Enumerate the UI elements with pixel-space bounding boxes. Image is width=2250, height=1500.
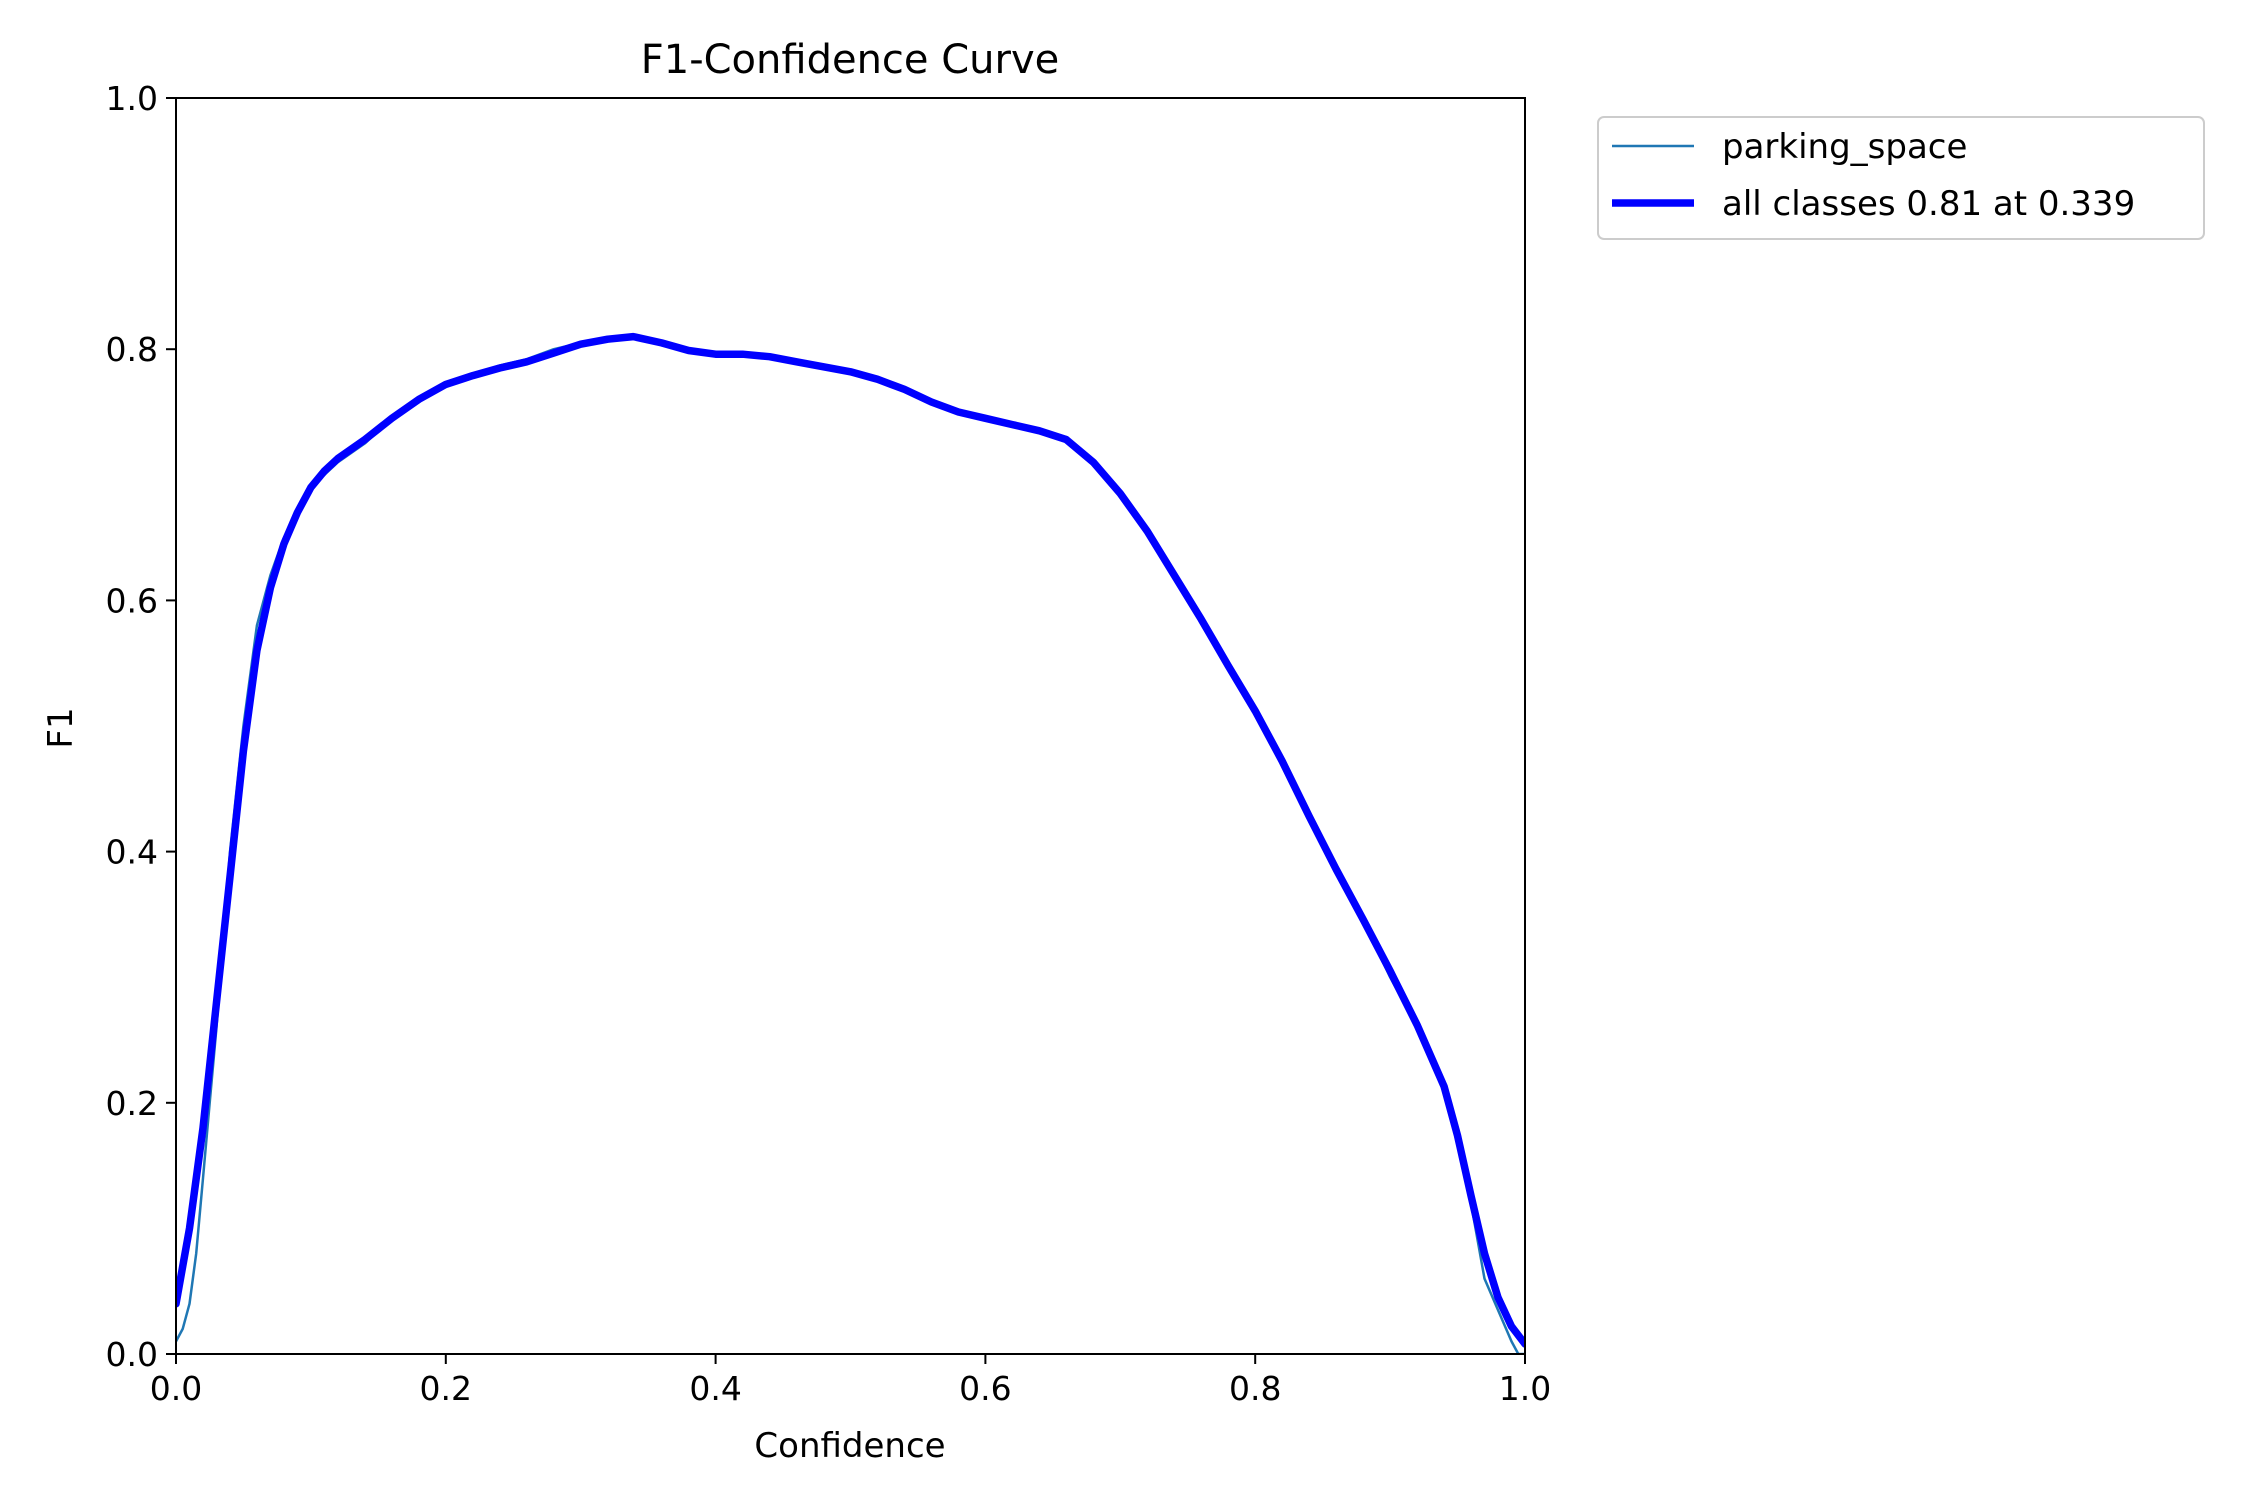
x-tick-label: 0.2 (420, 1369, 472, 1408)
chart-title: F1-Confidence Curve (641, 37, 1060, 83)
y-tick-label: 0.8 (106, 330, 158, 369)
x-tick-label: 0.0 (150, 1369, 202, 1408)
y-tick-label: 0.2 (106, 1084, 158, 1123)
legend-label-1: all classes 0.81 at 0.339 (1722, 184, 2135, 224)
x-tick-label: 1.0 (1499, 1369, 1551, 1408)
y-tick-label: 0.0 (106, 1335, 158, 1374)
series-line-1 (176, 332, 1525, 1348)
plot-frame (175, 97, 1526, 1355)
y-axis-label: F1 (41, 707, 81, 748)
x-tick-label: 0.6 (959, 1369, 1011, 1408)
plot-area (175, 97, 1526, 1355)
legend-box (1597, 116, 2205, 240)
series-layer (176, 332, 1525, 1354)
y-axis: 0.0 0.2 0.4 0.6 0.8 1.0 (106, 79, 176, 1374)
x-axis-label: Confidence (754, 1426, 945, 1466)
x-tick-label: 0.8 (1229, 1369, 1281, 1408)
y-tick-label: 1.0 (106, 79, 158, 118)
legend-label-0: parking_space (1722, 127, 1967, 167)
y-tick-label: 0.6 (106, 581, 158, 620)
y-tick-label: 0.4 (106, 833, 158, 872)
x-tick-label: 0.4 (689, 1369, 741, 1408)
x-axis: 0.0 0.2 0.4 0.6 0.8 1.0 (150, 1354, 1551, 1408)
